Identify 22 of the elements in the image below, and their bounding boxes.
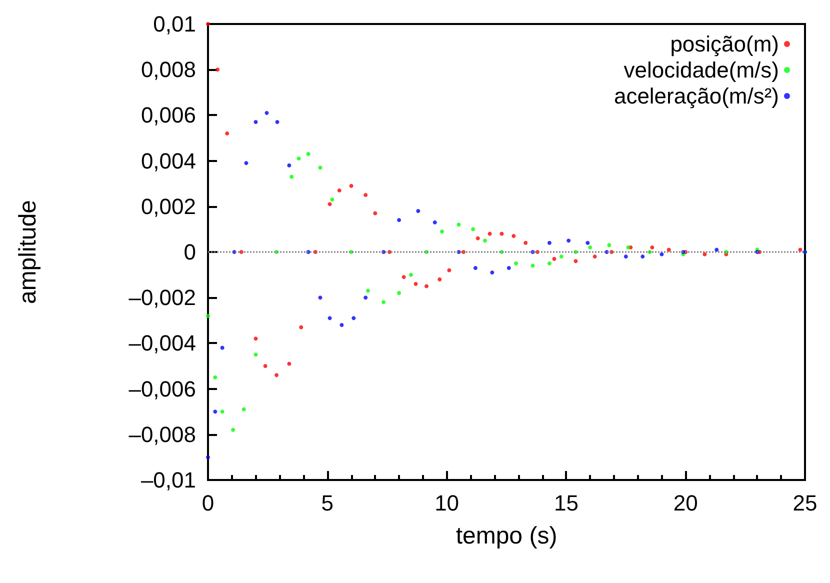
x-tick-label: 10 xyxy=(434,490,460,516)
y-tick-label: 0,002 xyxy=(140,194,196,219)
x-tick-label: 0 xyxy=(202,490,214,516)
x-tick-label: 25 xyxy=(792,490,818,516)
y-tick-label: –0,008 xyxy=(128,422,196,447)
legend-label: posição(m) xyxy=(670,32,779,56)
y-tick-label: 0,008 xyxy=(140,57,196,82)
legend-label: aceleração(m/s²) xyxy=(614,84,779,108)
y-tick-label: –0,002 xyxy=(128,285,196,310)
legend-label: velocidade(m/s) xyxy=(624,58,779,82)
y-tick-label: –0,004 xyxy=(128,330,196,356)
x-tick-label: 20 xyxy=(673,490,698,516)
x-tick-label: 15 xyxy=(554,490,578,516)
y-tick-label: –0,006 xyxy=(128,376,196,402)
y-tick-label: 0,004 xyxy=(140,148,196,174)
y-tick-label: 0,006 xyxy=(140,102,196,128)
y-axis-title: amplitude xyxy=(14,200,42,304)
x-axis-title: tempo (s) xyxy=(456,522,558,550)
y-tick-label: 0,01 xyxy=(153,12,196,36)
x-tick-label: 5 xyxy=(321,490,334,516)
y-tick-label: 0 xyxy=(184,240,196,264)
y-tick-label: –0,01 xyxy=(140,468,196,492)
